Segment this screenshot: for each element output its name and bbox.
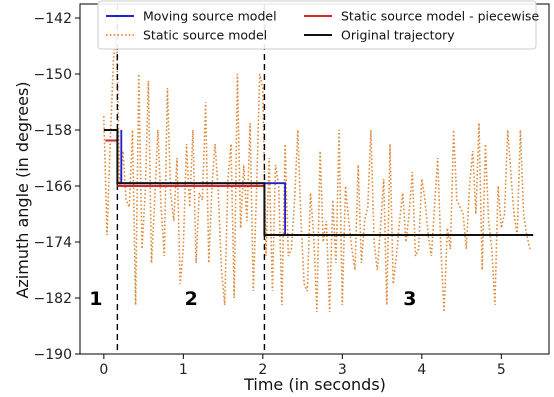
legend: Moving source model Static source model -… [97, 0, 539, 50]
series-static-source-model [103, 31, 531, 313]
series-original-trajectory [103, 129, 534, 236]
y-tick-label: −174 [34, 235, 73, 251]
legend-box [97, 0, 537, 50]
region-label-3: 3 [403, 288, 416, 310]
x-tick-label: 3 [338, 362, 347, 378]
y-tick-label: −190 [34, 347, 72, 363]
x-tick-label: 4 [417, 362, 426, 378]
plot-data [103, 4, 534, 354]
y-tick-label: −142 [34, 11, 72, 27]
legend-label: Original trajectory [341, 28, 455, 43]
axis-ticks: 0 1 2 3 4 5 −142 −150 −158 −166 −174 −182 −190 [34, 11, 506, 378]
x-tick-label: 1 [179, 362, 188, 378]
legend-label: Static source model - piecewise [341, 9, 539, 24]
x-tick-label: 5 [497, 362, 506, 378]
y-tick-label: −166 [34, 179, 73, 195]
region-label-1: 1 [89, 288, 102, 310]
region-labels: 1 2 3 [89, 288, 416, 310]
y-tick-label: −182 [34, 291, 72, 307]
x-tick-label: 0 [99, 362, 108, 378]
plot-frame [79, 3, 550, 355]
y-axis-title: Azimuth angle (in degrees) [13, 81, 32, 298]
plot-border [79, 3, 550, 355]
region-label-2: 2 [185, 288, 198, 310]
y-tick-label: −150 [34, 67, 72, 83]
legend-label: Static source model [143, 28, 267, 43]
y-tick-label: −158 [34, 123, 72, 139]
legend-label: Moving source model [143, 9, 277, 24]
x-tick-label: 2 [258, 362, 267, 378]
x-axis-title: Time (in seconds) [243, 375, 386, 394]
